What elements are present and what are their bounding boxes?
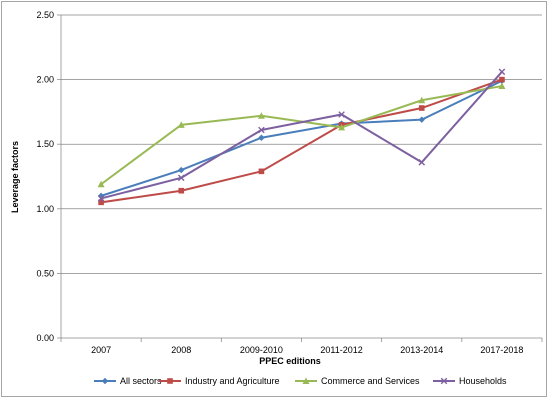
data-point bbox=[418, 105, 425, 111]
legend-marker bbox=[302, 377, 310, 384]
legend-item: Commerce and Services bbox=[295, 376, 420, 386]
y-tick-label: 0.50 bbox=[36, 268, 54, 278]
data-point bbox=[338, 123, 346, 131]
data-point bbox=[418, 96, 426, 104]
legend-label: Households bbox=[459, 376, 507, 386]
series-line bbox=[100, 71, 503, 200]
data-point bbox=[97, 180, 105, 188]
y-tick-label: 1.00 bbox=[36, 204, 54, 214]
data-point bbox=[177, 174, 185, 182]
data-point bbox=[178, 187, 185, 194]
data-point bbox=[258, 168, 265, 175]
legend-item: Households bbox=[433, 376, 507, 386]
y-tick-label: 1.50 bbox=[36, 139, 54, 149]
x-tick-label: 2007 bbox=[91, 345, 111, 355]
series-households bbox=[97, 68, 506, 202]
data-point bbox=[498, 68, 506, 76]
series-line bbox=[100, 79, 503, 197]
data-point bbox=[258, 134, 265, 141]
y-tick-label: 0.00 bbox=[36, 333, 54, 343]
line-chart: 0.00 0.50 1.00 1.50 2.00 2.50 2007 2008 2009-20… bbox=[10, 10, 543, 386]
data-point bbox=[338, 111, 345, 118]
legend-item: Industry and Agriculture bbox=[159, 376, 280, 386]
legend-marker bbox=[101, 377, 109, 385]
x-tick-labels: 2007 2008 2009-2010 2011-2012 2013-2014 2017-… bbox=[91, 345, 523, 355]
data-point bbox=[178, 166, 185, 174]
series-commerce-and-services bbox=[97, 82, 506, 188]
data-point bbox=[498, 82, 506, 90]
x-tick-label: 2011-2012 bbox=[320, 345, 362, 355]
legend-label: Industry and Agriculture bbox=[185, 376, 280, 386]
x-axis-label: PPEC editions bbox=[259, 356, 321, 366]
y-axis-label: Leverage factors bbox=[10, 141, 20, 213]
data-point bbox=[258, 126, 265, 134]
chart-frame: 0.00 0.50 1.00 1.50 2.00 2.50 2007 2008 2009-20… bbox=[1, 1, 547, 397]
legend-marker bbox=[440, 377, 448, 385]
x-tick-label: 2013-2014 bbox=[400, 345, 443, 355]
legend-label: All sectors bbox=[120, 376, 162, 386]
legend-item: All sectors bbox=[94, 376, 162, 386]
data-point bbox=[97, 195, 105, 202]
data-point bbox=[177, 121, 185, 128]
series-line bbox=[100, 78, 503, 204]
x-tick-label: 2009-2010 bbox=[240, 345, 283, 355]
legend-marker bbox=[167, 378, 173, 384]
legend-label: Commerce and Services bbox=[321, 376, 420, 386]
data-point bbox=[98, 199, 104, 206]
gridlines bbox=[61, 14, 542, 274]
legend: All sectors Industry and Agriculture Comme… bbox=[94, 376, 507, 386]
x-tick-label: 2017-2018 bbox=[480, 345, 523, 355]
x-tick-label: 2008 bbox=[171, 345, 191, 355]
y-tick-label: 2.50 bbox=[36, 10, 54, 20]
data-point bbox=[418, 158, 426, 166]
y-tick-label: 2.00 bbox=[36, 75, 54, 85]
data-point bbox=[418, 116, 425, 123]
y-tick-labels: 0.00 0.50 1.00 1.50 2.00 2.50 bbox=[36, 10, 54, 343]
axes bbox=[57, 14, 543, 342]
series-group bbox=[97, 68, 506, 206]
data-point bbox=[257, 112, 265, 119]
data-point bbox=[499, 76, 505, 83]
